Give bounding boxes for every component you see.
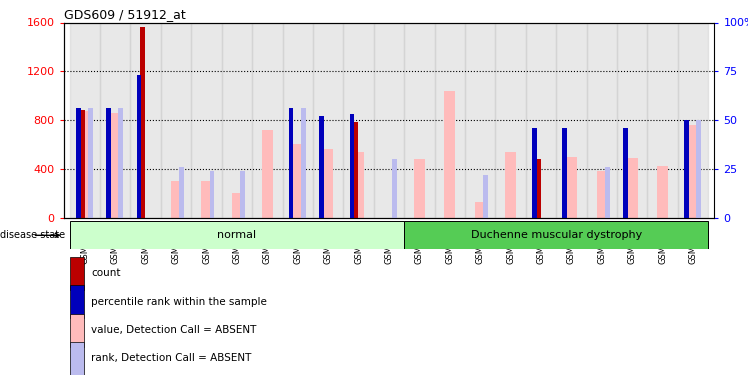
Bar — [684, 120, 689, 218]
Bar — [562, 128, 567, 218]
Bar — [79, 111, 91, 218]
Bar — [70, 342, 85, 375]
Bar — [566, 157, 577, 218]
Text: value, Detection Call = ABSENT: value, Detection Call = ABSENT — [91, 325, 257, 335]
Bar — [283, 22, 313, 218]
Bar — [532, 128, 536, 218]
Bar — [130, 22, 161, 218]
Bar — [506, 152, 516, 217]
Bar — [70, 285, 85, 318]
Bar — [657, 166, 668, 218]
Bar — [70, 314, 85, 346]
Bar — [475, 202, 485, 217]
Bar — [118, 108, 123, 217]
Text: Duchenne muscular dystrophy: Duchenne muscular dystrophy — [470, 230, 642, 240]
Bar — [301, 108, 305, 217]
Bar — [374, 22, 404, 218]
Text: normal: normal — [218, 230, 257, 240]
Bar — [201, 181, 212, 218]
Bar — [88, 108, 93, 217]
Bar — [313, 22, 343, 218]
Bar — [140, 27, 145, 218]
Bar — [605, 167, 610, 218]
Bar — [617, 22, 648, 218]
Bar — [100, 22, 130, 218]
Bar — [76, 108, 81, 217]
Bar — [323, 149, 334, 217]
Bar — [444, 91, 455, 218]
Bar — [404, 22, 435, 218]
Text: GDS609 / 51912_at: GDS609 / 51912_at — [64, 8, 186, 21]
Bar — [526, 22, 557, 218]
Bar — [696, 120, 701, 218]
Bar — [252, 22, 283, 218]
Bar — [343, 22, 374, 218]
Bar — [536, 159, 541, 218]
Bar — [623, 128, 628, 218]
Bar — [262, 130, 272, 218]
Bar — [627, 158, 637, 218]
Bar — [687, 125, 699, 217]
Bar — [209, 171, 215, 217]
Bar — [191, 22, 221, 218]
Bar — [70, 257, 85, 290]
Bar — [648, 22, 678, 218]
Bar — [465, 22, 495, 218]
Bar — [414, 159, 425, 218]
Bar — [137, 75, 141, 217]
Bar — [483, 175, 488, 217]
Bar — [180, 167, 184, 218]
Bar — [586, 22, 617, 218]
Bar — [392, 159, 396, 218]
Bar — [557, 22, 586, 218]
Bar — [349, 114, 355, 218]
Bar — [678, 22, 708, 218]
Text: disease state: disease state — [0, 230, 65, 240]
Bar — [79, 110, 85, 218]
Bar — [289, 108, 293, 217]
Bar — [171, 181, 182, 218]
Bar — [319, 116, 324, 218]
Bar — [232, 193, 242, 217]
Bar — [221, 22, 252, 218]
Bar — [70, 22, 100, 218]
Text: percentile rank within the sample: percentile rank within the sample — [91, 297, 267, 307]
Bar — [292, 144, 303, 218]
Text: count: count — [91, 268, 120, 278]
Bar — [435, 22, 465, 218]
Bar — [106, 108, 111, 217]
Bar — [495, 22, 526, 218]
Text: rank, Detection Call = ABSENT: rank, Detection Call = ABSENT — [91, 354, 251, 363]
Bar — [404, 221, 708, 249]
Bar — [70, 221, 404, 249]
Bar — [240, 171, 245, 217]
Bar — [161, 22, 191, 218]
Bar — [596, 171, 607, 217]
Bar — [353, 152, 364, 217]
Bar — [353, 122, 358, 218]
Bar — [110, 112, 120, 218]
